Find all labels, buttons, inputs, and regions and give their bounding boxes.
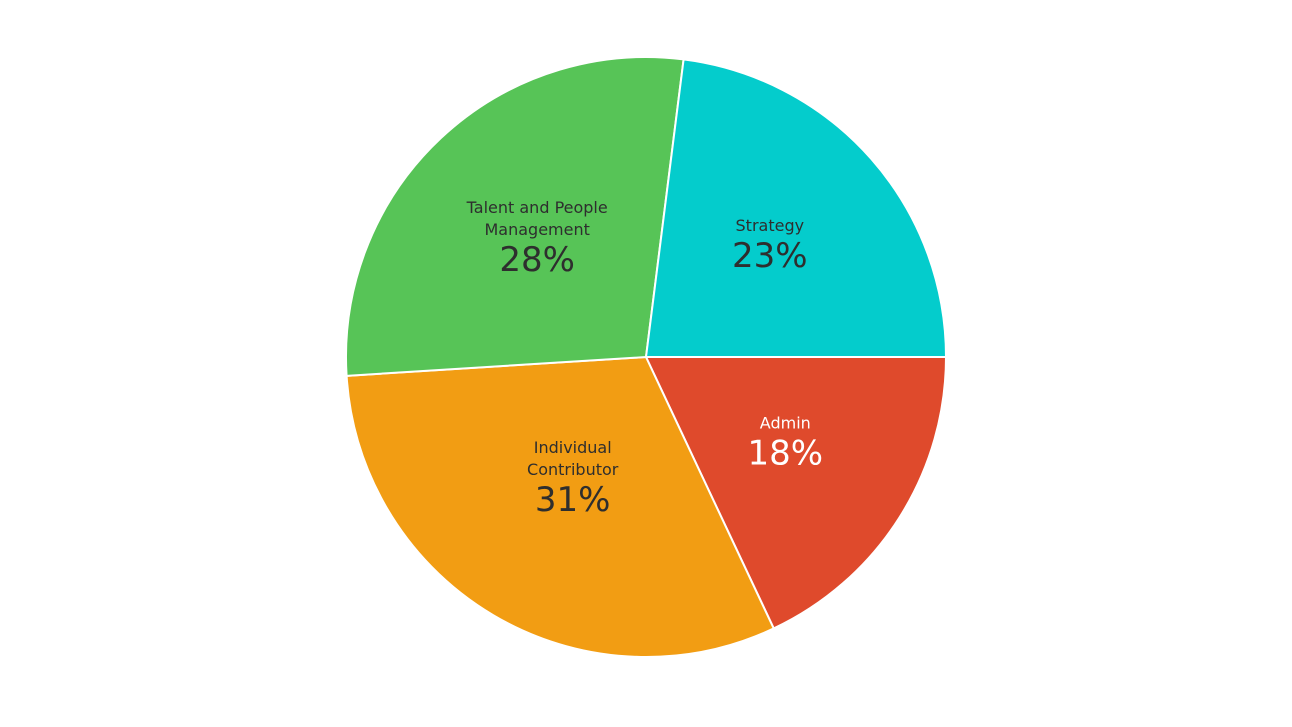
slice-name-label: Individual <box>534 438 612 457</box>
pie-slice-admin <box>645 356 947 630</box>
slice-name-label: Contributor <box>527 460 619 479</box>
slice-percent-label: 31% <box>535 480 611 520</box>
slice-name-label: Management <box>484 220 589 239</box>
pie-slice-talent-and-people-management <box>345 56 685 377</box>
slice-name-label: Strategy <box>736 216 805 235</box>
slice-percent-label: 28% <box>499 240 575 280</box>
pie-slice-strategy <box>645 58 947 358</box>
slice-percent-label: 23% <box>732 236 808 276</box>
slice-name-label: Admin <box>760 413 811 432</box>
pie-slices <box>345 56 947 658</box>
slice-name-label: Talent and People <box>466 198 608 217</box>
slice-percent-label: 18% <box>748 433 824 473</box>
pie-slice-individual-contributor <box>345 356 775 658</box>
